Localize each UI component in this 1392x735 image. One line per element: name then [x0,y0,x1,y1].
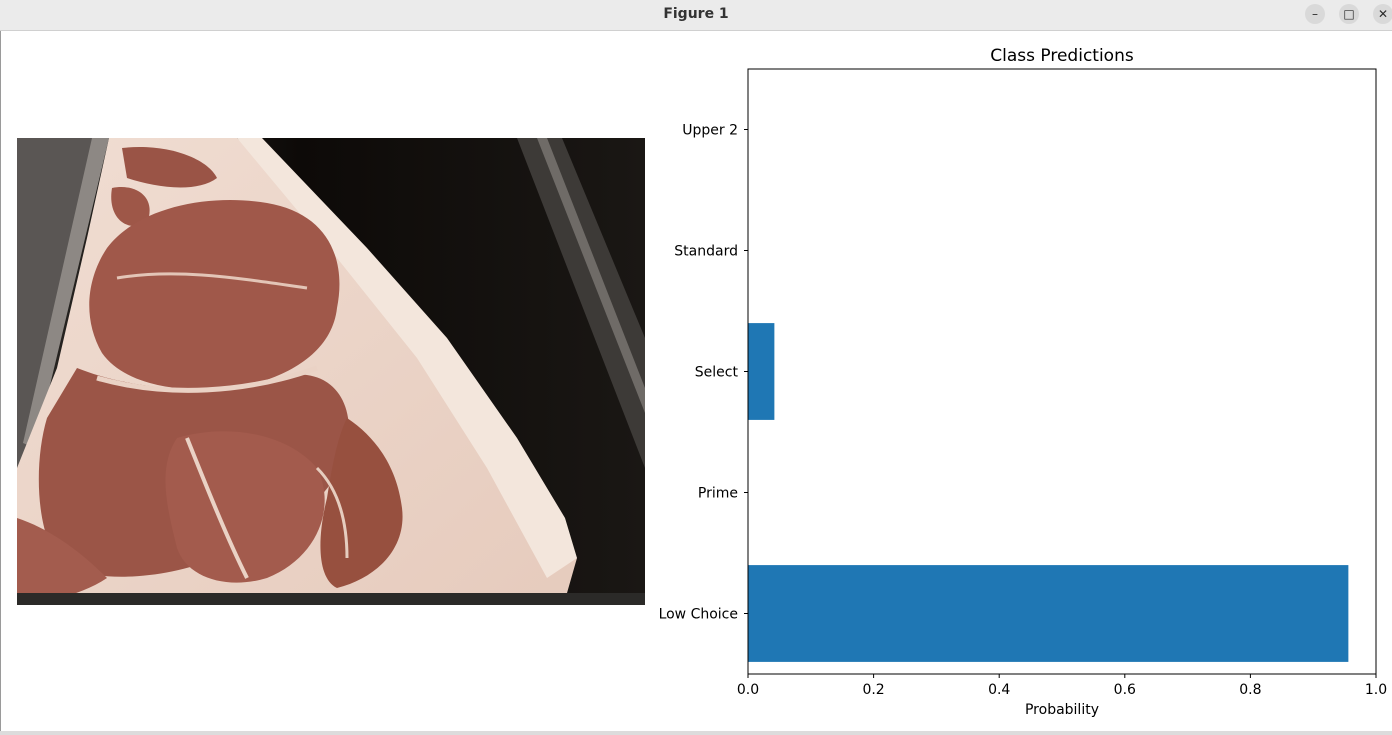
bar-select [748,323,775,420]
bar-low-choice [748,565,1349,662]
y-tick-label: Prime [698,486,738,502]
x-axis-label: Probability [1025,702,1099,718]
bar-group [748,323,1349,662]
x-axis: 0.0 0.2 0.4 0.6 0.8 1.0 [737,674,1387,698]
window-titlebar: Figure 1 – □ ✕ [0,0,1392,31]
maximize-icon: □ [1343,7,1355,21]
x-tick-label: 0.2 [862,682,884,698]
window-title: Figure 1 [663,6,729,22]
x-tick-label: 0.0 [737,682,759,698]
close-icon: ✕ [1377,7,1389,21]
x-tick-label: 0.4 [988,682,1010,698]
maximize-button[interactable]: □ [1339,4,1359,24]
y-tick-label: Select [695,365,739,381]
figure-canvas: Class Predictions Low Choice Prime Select S… [0,31,1392,731]
minimize-icon: – [1312,7,1318,21]
x-tick-label: 0.6 [1114,682,1136,698]
window-bottom-border [0,731,1392,735]
meat-image [17,138,645,605]
close-button[interactable]: ✕ [1373,4,1392,24]
y-tick-label: Low Choice [659,607,738,623]
x-tick-label: 1.0 [1365,682,1387,698]
chart-title: Class Predictions [990,46,1134,66]
minimize-button[interactable]: – [1305,4,1325,24]
bar-chart: Class Predictions Low Choice Prime Select S… [659,46,1388,718]
y-axis: Low Choice Prime Select Standard Upper 2 [659,123,748,623]
y-tick-label: Standard [674,244,738,260]
y-tick-label: Upper 2 [682,123,738,139]
x-tick-label: 0.8 [1239,682,1261,698]
